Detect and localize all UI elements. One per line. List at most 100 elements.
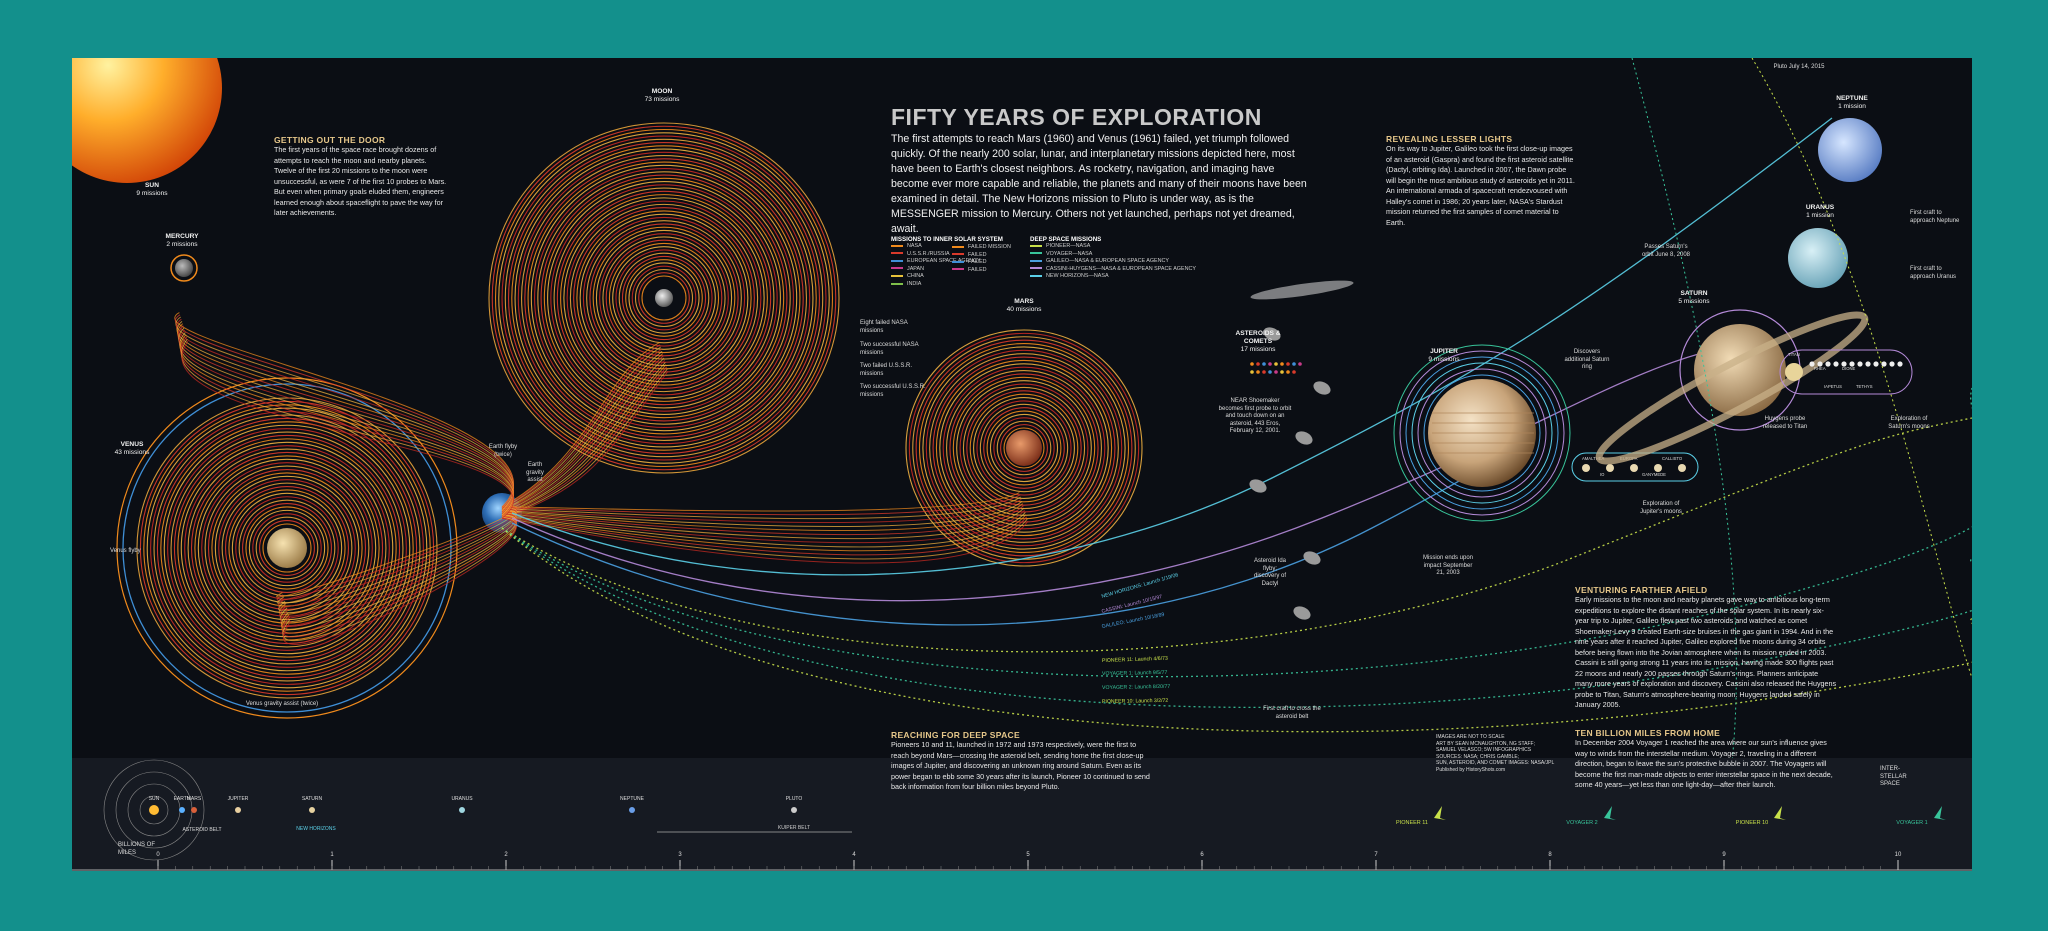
legend-item: INDIA <box>891 281 1031 289</box>
kuiper-label: KUIPER BELT <box>778 825 810 831</box>
asteroid-mission-dot <box>1298 362 1302 366</box>
venus-mission-ring <box>177 438 397 658</box>
section-farther-afield: VENTURING FARTHER AFIELD Early missions … <box>1575 585 1837 711</box>
scale-bar-bg <box>72 758 1972 871</box>
moon-mission-ring <box>550 184 778 412</box>
trajectory-label: GALILEO: Launch 10/18/89 <box>1101 612 1165 630</box>
mars-mission-ring <box>956 380 1092 516</box>
mission-flow <box>501 496 1021 520</box>
saturn-small-moon <box>1857 361 1863 367</box>
legend-item: FAILED <box>952 259 1012 267</box>
jupiter-moon <box>1678 464 1686 472</box>
section-lesser-lights: REVEALING LESSER LIGHTS On its way to Ju… <box>1386 134 1576 228</box>
mission-flow <box>177 323 514 512</box>
section-heading: REVEALING LESSER LIGHTS <box>1386 134 1513 144</box>
scale-tick-label: 0 <box>156 852 160 858</box>
section-heading: VENTURING FARTHER AFIELD <box>1575 585 1708 595</box>
legend-item: CHINA <box>891 273 1031 281</box>
venus-mission-ring <box>170 431 404 665</box>
note-moon-failed-ussr: Two failed U.S.S.R. missions <box>860 363 913 377</box>
legend-item: U.S.S.R./RUSSIA <box>891 251 1031 259</box>
mission-flow <box>180 336 514 517</box>
mission-flow <box>501 505 1024 536</box>
venus-esa-ring <box>122 383 452 713</box>
jupiter-moon <box>1654 464 1662 472</box>
jupiter-orbit <box>1411 362 1553 504</box>
asteroid-mission-dot <box>1286 370 1290 374</box>
asteroid-mission-dot <box>1274 370 1278 374</box>
mission-flow <box>181 338 514 518</box>
note-jupiter-moons: Exploration of Jupiter's moons <box>1640 501 1682 515</box>
legend-label: NEW HORIZONS—NASA <box>1046 273 1109 280</box>
moon-mission-ring <box>641 275 687 321</box>
mars-mission-ring <box>905 329 1143 567</box>
credit-line: ART BY SEAN MCNAUGHTON, NG STAFF; <box>1436 740 1535 747</box>
section-body: Pioneers 10 and 11, launched in 1972 and… <box>891 740 1150 791</box>
moon-mission-ring <box>582 216 746 380</box>
mars-mission-ring <box>1000 424 1048 472</box>
moon-mission-ring <box>595 229 733 367</box>
titan <box>1785 363 1803 381</box>
venus-mission-ring <box>167 428 407 668</box>
scale-body <box>629 807 635 813</box>
saturn-small-moon <box>1849 361 1855 367</box>
legend-swatch <box>891 274 903 277</box>
mars <box>1006 430 1042 466</box>
asteroid <box>1293 606 1311 620</box>
venus-mission-ring <box>184 445 390 651</box>
legend-swatch <box>1030 267 1042 270</box>
note-near: NEAR Shoemaker becomes first probe to or… <box>1218 398 1292 434</box>
moon-mission-ring <box>628 262 700 334</box>
section-body: On its way to Jupiter, Galileo took the … <box>1386 144 1575 227</box>
jupiter-orbit <box>1399 350 1565 516</box>
moon-mission-ring <box>560 194 768 402</box>
mission-flow <box>501 351 663 511</box>
poster-title: FIFTY YEARS OF EXPLORATION <box>891 104 1262 130</box>
asteroid-mission-dot <box>1256 362 1260 366</box>
asteroid-mission-dot <box>1286 362 1290 366</box>
note-moon-success-nasa: Two successful NASA missions <box>860 342 919 356</box>
trajectory-label: VOYAGER 2: Launch 8/20/77 <box>1102 684 1170 691</box>
mars-mission-ring <box>983 407 1065 489</box>
mars-mission-ring <box>989 413 1059 483</box>
intro-text: The first attempts to reach Mars (1960) … <box>891 133 1307 235</box>
legend-label: CASSINI-HUYGENS—NASA & EUROPEAN SPACE AG… <box>1046 265 1196 272</box>
scale-tick-label: 6 <box>1200 852 1204 858</box>
legend-item: NASA <box>891 243 1031 251</box>
venus-mission-ring <box>173 434 401 662</box>
mission-flow <box>501 366 668 517</box>
spacecraft-icon <box>1434 806 1446 820</box>
mission-flow <box>501 368 668 518</box>
legend-item: NEW HORIZONS—NASA <box>1030 273 1200 281</box>
scale-orbit <box>103 759 205 861</box>
mars-mission-ring <box>925 349 1123 547</box>
legend-label: PIONEER—NASA <box>1046 243 1091 249</box>
venus-mission-ring <box>153 414 421 682</box>
scale-body <box>179 807 185 813</box>
moon-mission-ring <box>599 233 729 363</box>
sun <box>72 58 222 183</box>
venus-mission-ring <box>187 448 387 648</box>
asteroid-mission-dot <box>1250 370 1254 374</box>
scale-interstellar: INTER-STELLAR SPACE <box>1880 766 1907 787</box>
legend-swatch <box>891 267 903 270</box>
legend-swatch <box>952 268 964 271</box>
moon-mission-ring <box>563 197 765 399</box>
section-body: In December 2004 Voyager 1 reached the a… <box>1575 738 1833 789</box>
venus-mission-ring <box>180 441 394 655</box>
scale-tick-label: 1 <box>330 852 334 858</box>
asteroid-mission-dot <box>1262 362 1266 366</box>
scale-tick-label: 5 <box>1026 852 1030 858</box>
moon-mission-ring <box>556 190 772 406</box>
venus-mission-ring <box>255 516 319 580</box>
asteroid <box>1313 381 1331 395</box>
scale-body-label: EARTH <box>174 796 191 802</box>
legend-inner-list: NASA U.S.S.R./RUSSIA EUROPEAN SPACE AGENCY… <box>891 243 1031 289</box>
asteroid-mission-dot <box>1268 370 1272 374</box>
venus-mission-ring <box>201 462 373 634</box>
scale-tick-label: 3 <box>678 852 682 858</box>
mars-mission-ring <box>949 373 1099 523</box>
saturn-small-moon <box>1873 361 1879 367</box>
section-body: The first years of the space race brough… <box>274 145 447 217</box>
moon-mission-ring <box>501 135 827 461</box>
